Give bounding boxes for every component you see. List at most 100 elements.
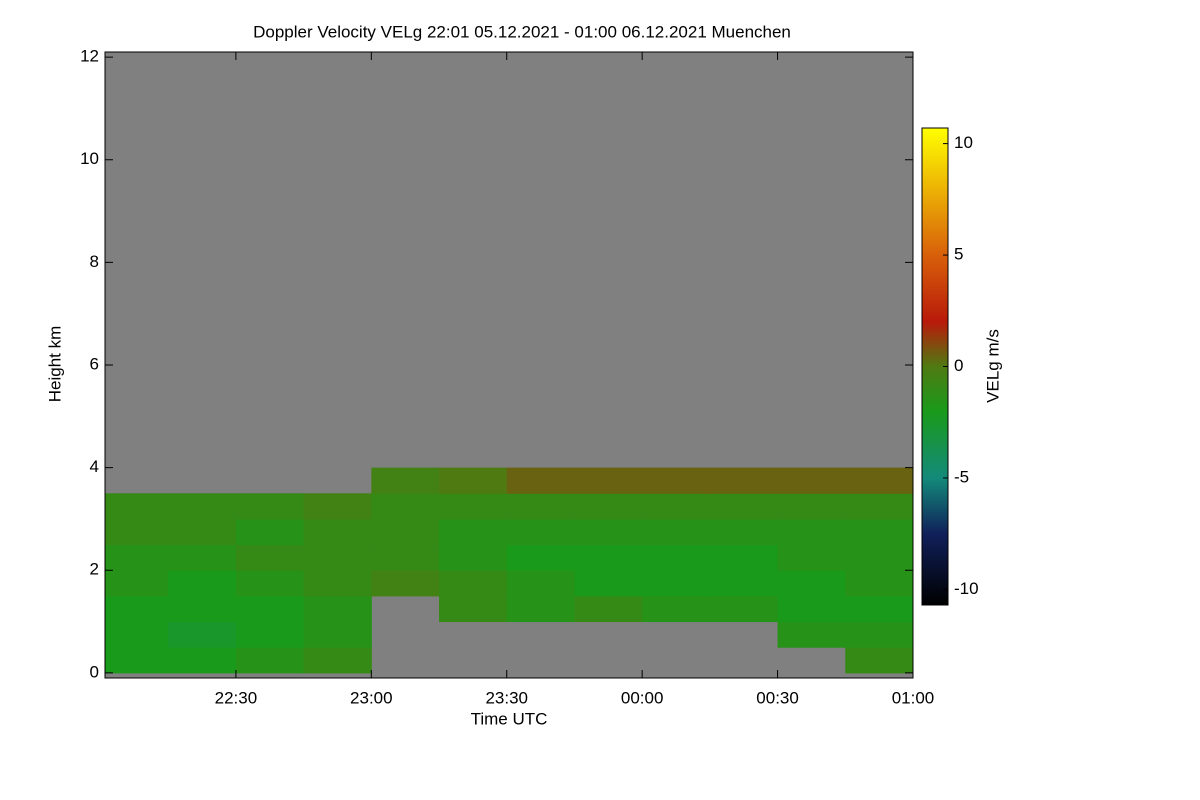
y-tick-label: 4 bbox=[90, 457, 99, 476]
heatmap-cell bbox=[642, 493, 711, 520]
heatmap-cell bbox=[168, 518, 237, 546]
heatmap-cell bbox=[845, 518, 914, 546]
colorbar-tick-label: 10 bbox=[954, 133, 973, 152]
heatmap-cell bbox=[105, 621, 169, 648]
heatmap-cell bbox=[642, 467, 711, 494]
heatmap-cell bbox=[168, 595, 237, 623]
heatmap-cell bbox=[506, 544, 575, 571]
heatmap-cell bbox=[439, 570, 508, 597]
x-tick-label: 22:30 bbox=[215, 688, 258, 707]
y-tick-label: 0 bbox=[90, 662, 99, 681]
heatmap-cell bbox=[506, 518, 575, 546]
heatmap-cell bbox=[709, 493, 779, 520]
heatmap-cell bbox=[506, 595, 575, 623]
heatmap-cell bbox=[574, 493, 643, 520]
heatmap-cell bbox=[574, 570, 643, 597]
colorbar-label: VELg m/s bbox=[983, 329, 1002, 403]
heatmap-cell bbox=[371, 493, 440, 520]
heatmap-cell bbox=[574, 518, 643, 546]
heatmap-cell bbox=[845, 493, 914, 520]
heatmap-cell bbox=[777, 493, 846, 520]
heatmap-cell bbox=[709, 544, 779, 571]
heatmap-cell bbox=[845, 647, 914, 674]
heatmap-cell bbox=[235, 493, 305, 520]
heatmap-cell bbox=[709, 518, 779, 546]
heatmap-cell bbox=[105, 595, 169, 623]
heatmap-cell bbox=[845, 570, 914, 597]
heatmap-cell bbox=[439, 518, 508, 546]
heatmap-cell bbox=[709, 467, 779, 494]
heatmap-cell bbox=[303, 595, 372, 623]
y-tick-label: 8 bbox=[90, 252, 99, 271]
heatmap-cell bbox=[777, 518, 846, 546]
heatmap-cell bbox=[168, 621, 237, 648]
x-tick-label: 00:00 bbox=[621, 688, 664, 707]
heatmap-cell bbox=[168, 493, 237, 520]
heatmap-cell bbox=[303, 647, 372, 674]
heatmap-cell bbox=[506, 493, 575, 520]
heatmap-cell bbox=[371, 518, 440, 546]
heatmap-cell bbox=[105, 518, 169, 546]
heatmap-cell bbox=[845, 467, 914, 494]
heatmap-cell bbox=[235, 647, 305, 674]
heatmap-cell bbox=[506, 570, 575, 597]
colorbar-tick-label: 0 bbox=[954, 356, 963, 375]
heatmap-cell bbox=[303, 570, 372, 597]
heatmap-cell bbox=[642, 544, 711, 571]
y-axis-label: Height km bbox=[45, 326, 64, 403]
heatmap-cell bbox=[235, 570, 305, 597]
y-tick-label: 12 bbox=[80, 47, 99, 66]
heatmap-cell bbox=[439, 467, 508, 494]
heatmap-cell bbox=[439, 544, 508, 571]
x-axis-label: Time UTC bbox=[471, 709, 548, 728]
heatmap-cell bbox=[371, 570, 440, 597]
colorbar-tick-label: -10 bbox=[954, 579, 979, 598]
heatmap-cell bbox=[642, 518, 711, 546]
heatmap-cell bbox=[371, 544, 440, 571]
heatmap-cell bbox=[168, 647, 237, 674]
heatmap-cell bbox=[439, 595, 508, 623]
heatmap-cell bbox=[574, 467, 643, 494]
colorbar-tick-label: 5 bbox=[954, 245, 963, 264]
heatmap-cell bbox=[845, 544, 914, 571]
heatmap-cell bbox=[303, 518, 372, 546]
x-tick-label: 23:00 bbox=[350, 688, 393, 707]
heatmap-cell bbox=[845, 621, 914, 648]
heatmap-cell bbox=[303, 544, 372, 571]
x-tick-label: 23:30 bbox=[485, 688, 528, 707]
y-tick-label: 6 bbox=[90, 354, 99, 373]
heatmap-cell bbox=[777, 595, 846, 623]
heatmap-cell bbox=[105, 544, 169, 571]
heatmap-cell bbox=[777, 544, 846, 571]
heatmap-cell bbox=[777, 467, 846, 494]
heatmap-cell bbox=[506, 467, 575, 494]
heatmap-cell bbox=[105, 570, 169, 597]
heatmap-cell bbox=[303, 621, 372, 648]
heatmap-cell bbox=[845, 595, 914, 623]
chart-title: Doppler Velocity VELg 22:01 05.12.2021 -… bbox=[253, 22, 791, 41]
heatmap-cell bbox=[371, 467, 440, 494]
x-tick-label: 00:30 bbox=[756, 688, 799, 707]
heatmap-cell bbox=[168, 570, 237, 597]
heatmap-cell bbox=[777, 570, 846, 597]
heatmap-cell bbox=[642, 595, 711, 623]
heatmap-cell bbox=[642, 570, 711, 597]
heatmap-cell bbox=[235, 595, 305, 623]
heatmap-cell bbox=[105, 493, 169, 520]
heatmap-cell bbox=[709, 595, 779, 623]
heatmap-cell bbox=[574, 595, 643, 623]
x-tick-label: 01:00 bbox=[892, 688, 935, 707]
heatmap-cell bbox=[303, 493, 372, 520]
heatmap-cell bbox=[777, 621, 846, 648]
colorbar-tick-label: -5 bbox=[954, 467, 969, 486]
heatmap-cell bbox=[235, 518, 305, 546]
heatmap-cell bbox=[709, 570, 779, 597]
heatmap-cell bbox=[235, 544, 305, 571]
heatmap-cell bbox=[105, 647, 169, 674]
y-tick-label: 10 bbox=[80, 149, 99, 168]
heatmap-cell bbox=[168, 544, 237, 571]
heatmap-cell bbox=[574, 544, 643, 571]
y-tick-label: 2 bbox=[90, 560, 99, 579]
heatmap-cell bbox=[235, 621, 305, 648]
